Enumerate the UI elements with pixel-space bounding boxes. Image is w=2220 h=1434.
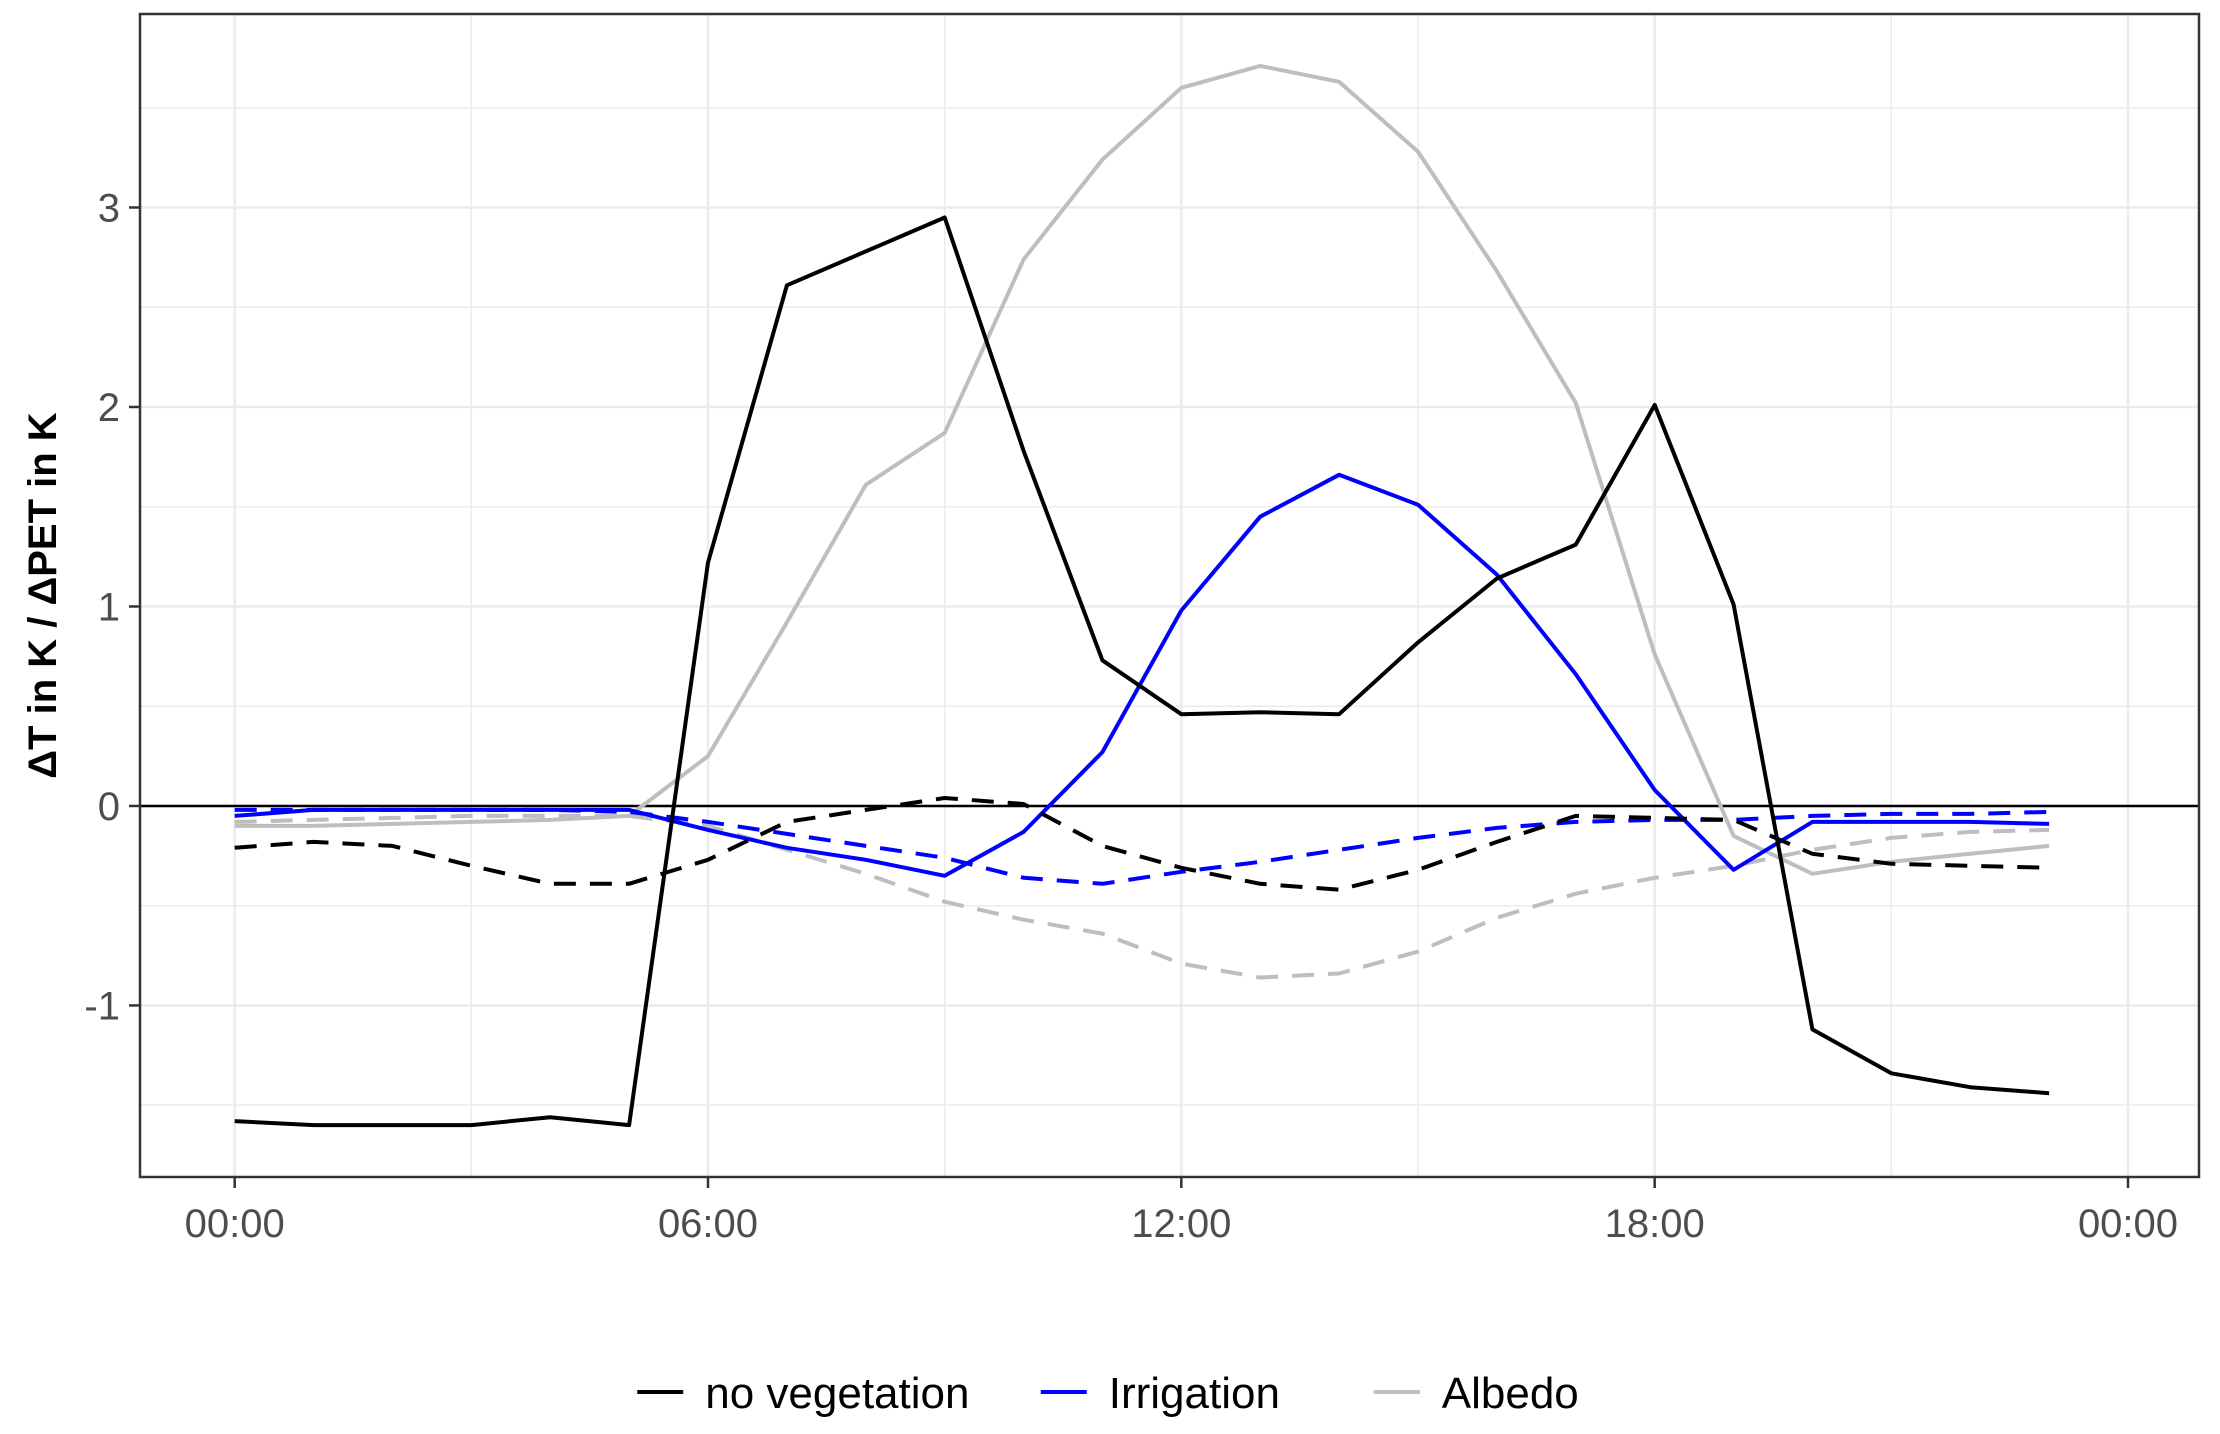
y-axis-title: ΔT in K / ΔPET in K	[21, 412, 65, 779]
series-line-irrigation-dashed	[234, 807, 2050, 886]
x-tick-label: 12:00	[1131, 1202, 1231, 1246]
legend: no vegetation Irrigation Albedo	[637, 1369, 1579, 1418]
y-tick-label: 2	[98, 386, 120, 430]
series-line-albedo-solid	[234, 63, 2050, 876]
x-tick-label: 00:00	[185, 1202, 285, 1246]
x-tick-label: 18:00	[1605, 1202, 1705, 1246]
y-tick-label: 0	[98, 785, 120, 829]
x-tick-label: 06:00	[658, 1202, 758, 1246]
y-tick-label: 3	[98, 187, 120, 231]
y-tick-label: -1	[84, 984, 120, 1028]
x-axis: 00:00 06:00 12:00 18:00 00:00	[185, 1177, 2178, 1246]
x-tick-label: 00:00	[2078, 1202, 2178, 1246]
legend-label-no-vegetation: no vegetation	[705, 1369, 969, 1418]
series-lines	[234, 63, 2050, 1128]
y-axis: -1 0 1 2 3	[84, 187, 140, 1028]
plot-panel-border	[138, 12, 2201, 1179]
legend-label-albedo: Albedo	[1442, 1369, 1579, 1418]
series-line-no-vegetation-solid	[234, 215, 2050, 1128]
legend-label-irrigation: Irrigation	[1109, 1369, 1280, 1418]
y-tick-label: 1	[98, 585, 120, 629]
series-line-no-vegetation-dashed	[234, 796, 2050, 892]
